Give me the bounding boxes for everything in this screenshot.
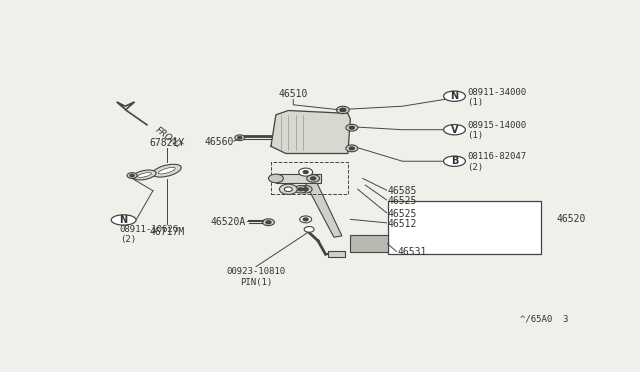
Circle shape [303,218,308,221]
Circle shape [127,173,137,179]
Circle shape [262,219,275,226]
Circle shape [346,145,358,152]
Ellipse shape [444,156,465,166]
Text: FRONT: FRONT [154,125,184,151]
Circle shape [130,174,134,177]
Text: 46510: 46510 [278,89,308,99]
Text: 00923-10810
PIN(1): 00923-10810 PIN(1) [227,267,285,287]
Text: 46717M: 46717M [149,227,184,237]
Polygon shape [300,171,342,237]
Circle shape [298,188,303,191]
Text: N: N [451,91,458,101]
Text: 46520: 46520 [556,214,586,224]
Bar [350,235,388,252]
Circle shape [307,175,319,182]
Ellipse shape [444,125,465,135]
Circle shape [269,174,284,183]
Text: 46560: 46560 [204,137,234,147]
Text: B: B [451,156,458,166]
Ellipse shape [133,170,156,180]
Text: 08915-14000
(1): 08915-14000 (1) [467,121,526,140]
Polygon shape [271,110,350,154]
Circle shape [346,124,358,131]
Circle shape [303,171,308,173]
Ellipse shape [138,173,151,177]
Text: 08911-34000
(1): 08911-34000 (1) [467,88,526,108]
Text: 67821Y: 67821Y [149,138,184,148]
Text: 08911-1062G
(2): 08911-1062G (2) [120,225,179,244]
Text: 46525: 46525 [388,209,417,219]
Circle shape [310,177,316,180]
Text: 46512: 46512 [388,219,417,229]
Bar [328,251,346,257]
Circle shape [299,168,312,176]
Circle shape [300,186,312,193]
Text: 46525: 46525 [388,196,417,206]
Polygon shape [116,102,134,110]
Ellipse shape [444,91,465,101]
Circle shape [303,188,308,191]
Circle shape [294,186,307,193]
Text: 46531: 46531 [397,247,427,257]
Bar [388,201,541,254]
Circle shape [284,187,292,192]
Circle shape [340,108,346,112]
Bar [276,174,321,183]
Ellipse shape [111,215,136,225]
Circle shape [237,137,242,139]
Circle shape [235,135,244,141]
Circle shape [266,221,271,224]
Text: N: N [120,215,128,225]
Circle shape [300,216,312,223]
Text: ^/65A0  3: ^/65A0 3 [520,315,568,324]
Text: 46520A: 46520A [211,217,246,227]
Circle shape [337,106,349,114]
Text: 46585: 46585 [388,186,417,196]
Circle shape [349,126,355,129]
Circle shape [280,184,297,195]
Text: V: V [451,125,458,135]
Ellipse shape [158,167,175,174]
Ellipse shape [152,164,181,177]
Circle shape [349,147,355,150]
Text: 08116-82047
(2): 08116-82047 (2) [467,153,526,172]
Circle shape [304,227,314,232]
